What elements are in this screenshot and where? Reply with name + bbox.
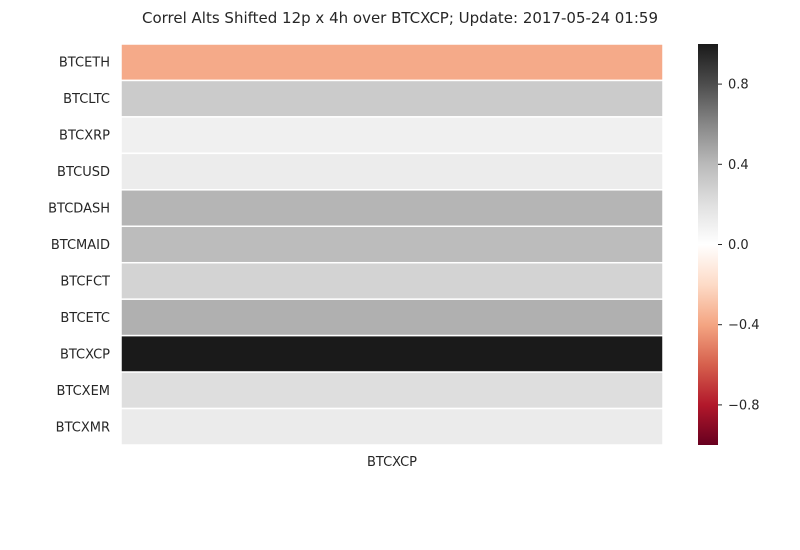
y-tick-label: BTCXEM xyxy=(56,384,110,399)
colorbar-tick-label: −0.8 xyxy=(728,398,760,413)
colorbar-tick-label: 0.8 xyxy=(728,78,749,93)
y-tick-label: BTCETC xyxy=(60,311,110,326)
y-tick-labels: BTCETH BTCLTC BTCXRP BTCUSD BTCDASH BTCMAID BT… xyxy=(48,56,110,436)
heatmap-cell xyxy=(120,189,664,228)
heatmap-cell xyxy=(120,261,664,300)
heatmap-cell xyxy=(120,79,664,118)
y-tick-label: BTCXCP xyxy=(60,347,110,362)
heatmap-cell xyxy=(120,334,664,373)
y-tick-label: BTCDASH xyxy=(48,202,110,217)
heatmap-cell xyxy=(120,298,664,337)
y-tick-label: BTCXMR xyxy=(56,420,110,435)
heatmap-cell xyxy=(120,152,664,191)
y-tick-label: BTCXRP xyxy=(59,129,110,144)
colorbar-tick-label: −0.4 xyxy=(728,318,760,333)
x-tick-labels: BTCXCP xyxy=(367,455,417,470)
colorbar-ticks: 0.8 0.4 0.0 −0.4 −0.8 xyxy=(718,78,760,413)
colorbar: 0.8 0.4 0.0 −0.4 −0.8 xyxy=(698,44,760,445)
colorbar-gradient xyxy=(698,44,718,445)
y-tick-label: BTCMAID xyxy=(51,238,110,253)
y-tick-label: BTCLTC xyxy=(63,92,110,107)
heatmap-cell xyxy=(120,116,664,155)
y-tick-label: BTCETH xyxy=(59,56,110,71)
colorbar-tick-label: 0.4 xyxy=(728,158,749,173)
heatmap-cell xyxy=(120,225,664,264)
heatmap-cells xyxy=(120,43,664,446)
heatmap-cell xyxy=(120,371,664,410)
heatmap-cell xyxy=(120,43,664,82)
heatmap-cell xyxy=(120,407,664,446)
x-tick-label: BTCXCP xyxy=(367,455,417,470)
chart-title: Correl Alts Shifted 12p x 4h over BTCXCP… xyxy=(142,9,658,27)
y-tick-label: BTCUSD xyxy=(57,165,110,180)
y-tick-label: BTCFCT xyxy=(60,274,110,289)
colorbar-tick-label: 0.0 xyxy=(728,238,749,253)
